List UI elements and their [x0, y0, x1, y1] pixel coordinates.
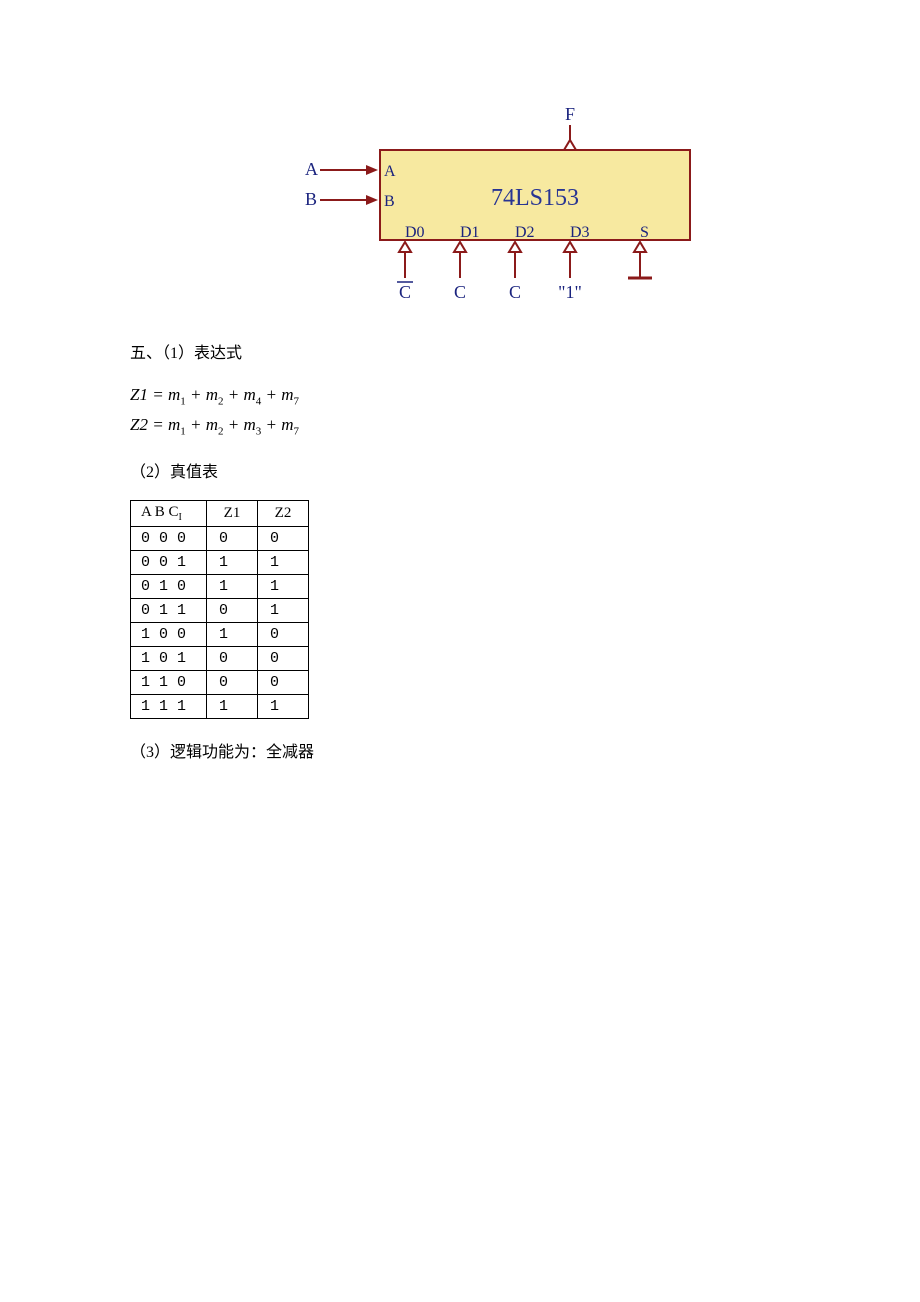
svg-text:F: F	[565, 104, 575, 124]
cell-z2: 1	[258, 598, 309, 622]
th-z2: Z2	[258, 500, 309, 526]
cell-z1: 1	[207, 574, 258, 598]
eq-z1-lhs: Z1	[130, 385, 148, 404]
svg-text:74LS153: 74LS153	[491, 185, 579, 211]
section-5-3-text: （3）逻辑功能为：全减器	[130, 739, 790, 768]
cell-z2: 0	[258, 646, 309, 670]
table-row: 0 0 111	[131, 550, 309, 574]
svg-text:C: C	[454, 282, 466, 302]
eq-z1-t0: m1	[168, 385, 186, 404]
eq-z2-t0: m1	[168, 415, 186, 434]
eq-z1-t2: m4	[243, 385, 261, 404]
section-5-1-heading: 五、（1）表达式	[130, 340, 790, 369]
cell-input: 1 0 1	[131, 646, 207, 670]
diagram-svg: 74LS153FAABBD0CD1CD2CD3"1"S	[270, 100, 720, 310]
cell-z1: 1	[207, 622, 258, 646]
table-row: 1 1 000	[131, 670, 309, 694]
svg-text:C: C	[399, 282, 411, 302]
cell-z2: 1	[258, 694, 309, 718]
equation-z1: Z1 = m1 + m2 + m4 + m7	[130, 381, 790, 411]
svg-text:D2: D2	[515, 224, 535, 241]
cell-input: 1 0 0	[131, 622, 207, 646]
th-inputs-sub: I	[179, 512, 182, 523]
equations-block: Z1 = m1 + m2 + m4 + m7 Z2 = m1 + m2 + m3…	[130, 381, 790, 441]
truth-table: A B CI Z1 Z2 0 0 0000 0 1110 1 0110 1 10…	[130, 500, 309, 719]
table-row: 1 0 010	[131, 622, 309, 646]
table-row: 0 1 101	[131, 598, 309, 622]
cell-z1: 0	[207, 670, 258, 694]
table-row: 1 0 100	[131, 646, 309, 670]
th-inputs-text: A B C	[141, 504, 179, 520]
svg-text:S: S	[640, 224, 649, 241]
cell-z2: 1	[258, 550, 309, 574]
table-header-row: A B CI Z1 Z2	[131, 500, 309, 526]
cell-input: 0 0 1	[131, 550, 207, 574]
eq-z1-t1: m2	[206, 385, 224, 404]
cell-z2: 0	[258, 670, 309, 694]
cell-z2: 0	[258, 622, 309, 646]
svg-text:A: A	[384, 163, 396, 180]
cell-input: 1 1 0	[131, 670, 207, 694]
cell-z1: 0	[207, 646, 258, 670]
section-5-2-heading: （2）真值表	[130, 459, 790, 488]
cell-z1: 1	[207, 694, 258, 718]
svg-text:D0: D0	[405, 224, 425, 241]
table-row: 0 0 000	[131, 526, 309, 550]
eq-z2-t3: m7	[281, 415, 299, 434]
svg-text:"1": "1"	[558, 282, 582, 302]
circuit-diagram: 74LS153FAABBD0CD1CD2CD3"1"S	[270, 100, 720, 315]
cell-input: 0 1 0	[131, 574, 207, 598]
eq-z2-lhs: Z2	[130, 415, 148, 434]
svg-text:C: C	[509, 282, 521, 302]
equation-z2: Z2 = m1 + m2 + m3 + m7	[130, 411, 790, 441]
svg-text:B: B	[384, 193, 395, 210]
cell-input: 0 1 1	[131, 598, 207, 622]
cell-z2: 0	[258, 526, 309, 550]
eq-z2-t1: m2	[206, 415, 224, 434]
table-row: 0 1 011	[131, 574, 309, 598]
table-row: 1 1 111	[131, 694, 309, 718]
cell-input: 1 1 1	[131, 694, 207, 718]
eq-z1-t3: m7	[281, 385, 299, 404]
th-inputs: A B CI	[131, 500, 207, 526]
cell-input: 0 0 0	[131, 526, 207, 550]
th-z1: Z1	[207, 500, 258, 526]
eq-z2-t2: m3	[243, 415, 261, 434]
cell-z2: 1	[258, 574, 309, 598]
cell-z1: 1	[207, 550, 258, 574]
svg-text:A: A	[305, 159, 318, 179]
cell-z1: 0	[207, 598, 258, 622]
cell-z1: 0	[207, 526, 258, 550]
svg-text:B: B	[305, 189, 317, 209]
svg-text:D3: D3	[570, 224, 590, 241]
svg-text:D1: D1	[460, 224, 480, 241]
